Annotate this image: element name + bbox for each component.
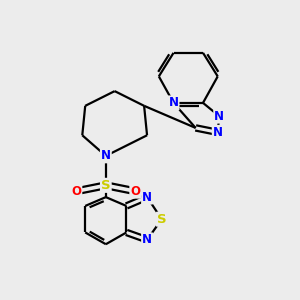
Text: N: N bbox=[142, 190, 152, 204]
Text: O: O bbox=[71, 185, 81, 198]
Text: N: N bbox=[142, 233, 152, 246]
Text: S: S bbox=[101, 179, 111, 192]
Text: O: O bbox=[130, 185, 140, 198]
Text: S: S bbox=[157, 213, 166, 226]
Text: N: N bbox=[214, 110, 224, 123]
Text: N: N bbox=[101, 149, 111, 162]
Text: N: N bbox=[213, 126, 223, 139]
Text: N: N bbox=[169, 96, 178, 110]
